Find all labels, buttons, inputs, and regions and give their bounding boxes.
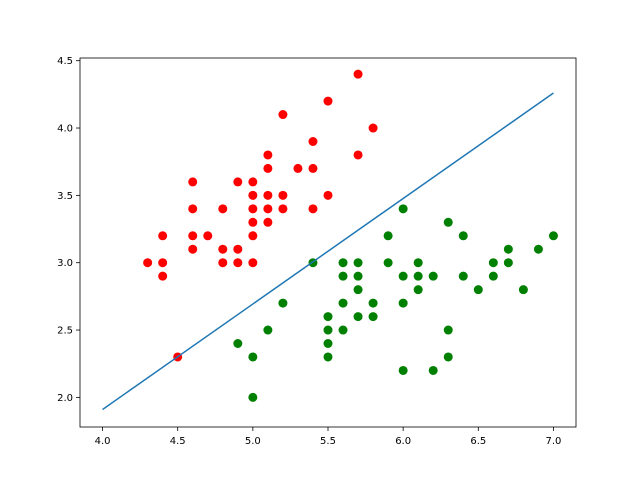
data-point-s0-35 bbox=[323, 190, 333, 200]
data-point-s1-23 bbox=[398, 271, 408, 281]
data-point-s1-7 bbox=[323, 325, 333, 335]
data-point-s1-30 bbox=[428, 365, 438, 375]
data-point-s1-34 bbox=[458, 231, 468, 241]
data-point-s0-11 bbox=[218, 244, 228, 254]
data-point-s0-5 bbox=[188, 177, 198, 187]
data-point-s0-13 bbox=[233, 177, 243, 187]
data-point-s0-31 bbox=[308, 136, 318, 146]
x-tick-label-4: 6.0 bbox=[395, 436, 411, 447]
data-point-s0-7 bbox=[188, 231, 198, 241]
data-point-s0-30 bbox=[293, 163, 303, 173]
data-point-s1-35 bbox=[458, 271, 468, 281]
data-point-s1-17 bbox=[353, 312, 363, 322]
data-point-s0-21 bbox=[248, 258, 258, 268]
data-point-s0-1 bbox=[158, 231, 168, 241]
data-point-s0-3 bbox=[158, 271, 168, 281]
data-point-s1-26 bbox=[413, 258, 423, 268]
data-point-s1-28 bbox=[413, 285, 423, 295]
x-tick-label-5: 6.5 bbox=[470, 436, 486, 447]
data-point-s0-8 bbox=[188, 244, 198, 254]
data-point-s1-29 bbox=[428, 271, 438, 281]
data-point-s1-27 bbox=[413, 271, 423, 281]
data-point-s1-16 bbox=[353, 285, 363, 295]
data-point-s0-0 bbox=[143, 258, 153, 268]
y-tick-label-0: 2.0 bbox=[57, 393, 73, 404]
data-point-s0-15 bbox=[233, 258, 243, 268]
data-point-s1-42 bbox=[533, 244, 543, 254]
data-point-s0-6 bbox=[188, 204, 198, 214]
data-point-s0-22 bbox=[263, 150, 273, 160]
data-point-s0-34 bbox=[323, 96, 333, 106]
data-point-s1-43 bbox=[548, 231, 558, 241]
data-point-s0-32 bbox=[308, 163, 318, 173]
data-point-s1-38 bbox=[488, 271, 498, 281]
data-point-s1-33 bbox=[443, 352, 453, 362]
data-point-s0-19 bbox=[248, 217, 258, 227]
data-point-s1-3 bbox=[263, 325, 273, 335]
fitted-line-s2 bbox=[102, 92, 554, 411]
x-tick-label-0: 4.0 bbox=[95, 436, 111, 447]
data-point-s1-41 bbox=[518, 285, 528, 295]
data-point-s0-16 bbox=[248, 177, 258, 187]
x-tick-label-3: 5.5 bbox=[320, 436, 336, 447]
x-tick-label-2: 5.0 bbox=[245, 436, 261, 447]
data-point-s0-17 bbox=[248, 190, 258, 200]
data-point-s0-24 bbox=[263, 190, 273, 200]
data-point-s1-36 bbox=[473, 285, 483, 295]
axes: 4.0 4.5 5.0 5.5 6.0 6.5 7.0 2.0 2.5 3.0 3.5 4.0 4.5 bbox=[57, 56, 577, 447]
data-point-s0-10 bbox=[218, 204, 228, 214]
data-point-s0-37 bbox=[353, 150, 363, 160]
data-point-s1-10 bbox=[338, 258, 348, 268]
data-point-s1-25 bbox=[398, 365, 408, 375]
y-tick-label-2: 3.0 bbox=[57, 258, 73, 269]
data-point-s1-20 bbox=[383, 231, 393, 241]
data-point-s0-38 bbox=[368, 123, 378, 133]
data-point-s0-14 bbox=[233, 244, 243, 254]
data-point-s1-2 bbox=[248, 392, 258, 402]
data-point-s0-18 bbox=[248, 204, 258, 214]
x-tick-label-1: 4.5 bbox=[170, 436, 186, 447]
y-tick-label-4: 4.0 bbox=[57, 124, 73, 135]
data-point-s0-2 bbox=[158, 258, 168, 268]
data-point-s1-37 bbox=[488, 258, 498, 268]
data-point-s0-23 bbox=[263, 163, 273, 173]
data-point-s1-31 bbox=[443, 217, 453, 227]
data-point-s1-6 bbox=[323, 312, 333, 322]
data-point-s0-9 bbox=[203, 231, 213, 241]
data-point-s1-4 bbox=[278, 298, 288, 308]
data-point-s1-1 bbox=[248, 352, 258, 362]
data-point-s1-40 bbox=[503, 258, 513, 268]
data-point-s1-11 bbox=[338, 271, 348, 281]
data-point-s1-8 bbox=[323, 339, 333, 349]
data-point-s1-9 bbox=[323, 352, 333, 362]
data-point-s1-12 bbox=[338, 298, 348, 308]
data-point-s1-22 bbox=[398, 204, 408, 214]
data-point-s1-0 bbox=[233, 339, 243, 349]
data-point-s1-14 bbox=[353, 258, 363, 268]
data-point-s1-39 bbox=[503, 244, 513, 254]
data-point-s1-13 bbox=[338, 325, 348, 335]
data-point-s0-12 bbox=[218, 258, 228, 268]
data-point-s0-33 bbox=[308, 204, 318, 214]
data-point-s0-29 bbox=[278, 204, 288, 214]
data-point-s0-36 bbox=[353, 69, 363, 79]
data-point-s1-32 bbox=[443, 325, 453, 335]
data-point-s0-27 bbox=[278, 110, 288, 120]
data-point-s1-24 bbox=[398, 298, 408, 308]
y-tick-label-1: 2.5 bbox=[57, 326, 73, 337]
data-point-s0-25 bbox=[263, 204, 273, 214]
data-point-s1-21 bbox=[383, 258, 393, 268]
y-tick-label-3: 3.5 bbox=[57, 191, 73, 202]
plot-marks bbox=[102, 69, 558, 411]
y-tick-label-5: 4.5 bbox=[57, 56, 73, 67]
data-point-s1-15 bbox=[353, 271, 363, 281]
data-point-s0-28 bbox=[278, 190, 288, 200]
data-point-s1-19 bbox=[368, 312, 378, 322]
x-tick-label-6: 7.0 bbox=[546, 436, 562, 447]
data-point-s0-20 bbox=[248, 231, 258, 241]
data-point-s1-18 bbox=[368, 298, 378, 308]
data-point-s0-26 bbox=[263, 217, 273, 227]
